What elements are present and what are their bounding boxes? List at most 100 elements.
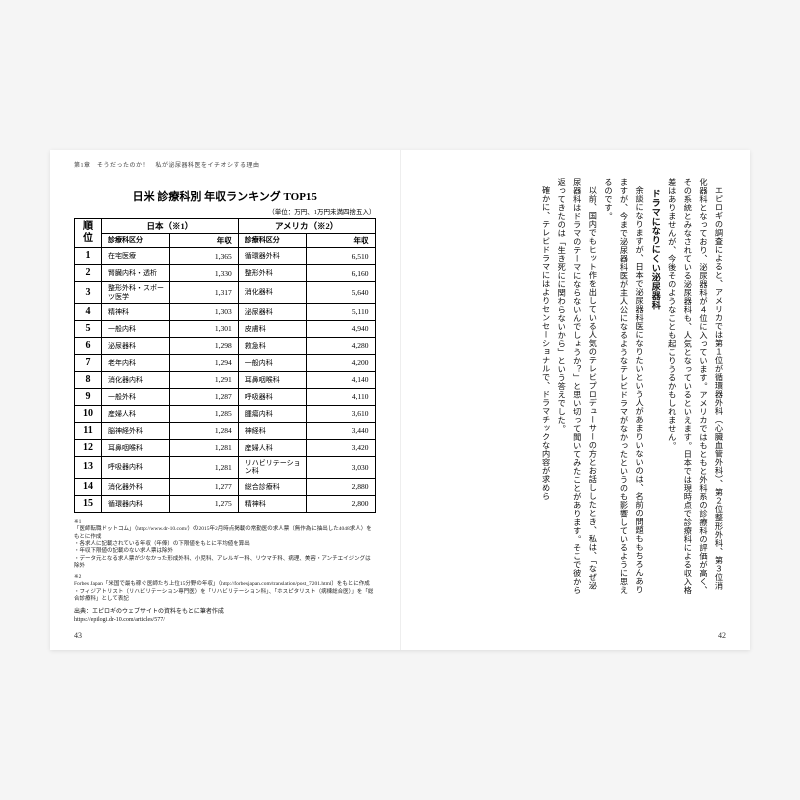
rank-cell: 10 [75, 405, 102, 422]
rank-cell: 8 [75, 371, 102, 388]
page-number-right: 42 [718, 631, 726, 640]
dept-jp-cell: 消化器外科 [102, 478, 170, 495]
rank-cell: 7 [75, 354, 102, 371]
sal-jp-cell: 1,303 [170, 303, 238, 320]
dept-us-cell: 神経科 [238, 422, 306, 439]
sal-jp-cell: 1,281 [170, 456, 238, 478]
dept-jp-cell: 老年内科 [102, 354, 170, 371]
sal-jp-cell: 1,275 [170, 495, 238, 512]
dept-jp-cell: 一般外科 [102, 388, 170, 405]
dept-us-cell: 総合診療科 [238, 478, 306, 495]
rank-cell: 13 [75, 456, 102, 478]
sal-us-cell: 6,510 [307, 248, 375, 265]
table-row: 5一般内科1,301皮膚科4,940 [75, 320, 376, 337]
dept-jp-cell: 泌尿器科 [102, 337, 170, 354]
ranking-table: 順位 日本（※1） アメリカ（※2） 診療科区分 年収 診療科区分 年収 1在宅… [74, 218, 376, 513]
sal-us-cell: 3,030 [307, 456, 375, 478]
sal-jp-cell: 1,365 [170, 248, 238, 265]
sal-us-cell: 4,940 [307, 320, 375, 337]
rank-cell: 1 [75, 248, 102, 265]
rank-cell: 12 [75, 439, 102, 456]
paragraph-3: 以前、国内でもヒット作を出している人気のテレビプロデューサーの方とお話ししたとき… [553, 178, 600, 598]
table-row: 4精神科1,303泌尿器科5,110 [75, 303, 376, 320]
table-row: 10産婦人科1,285腫瘍内科3,610 [75, 405, 376, 422]
dept-jp-cell: 精神科 [102, 303, 170, 320]
dept-jp-cell: 在宅医療 [102, 248, 170, 265]
sal-jp-cell: 1,287 [170, 388, 238, 405]
sal-jp-cell: 1,284 [170, 422, 238, 439]
table-row: 15循環器内科1,275精神科2,800 [75, 495, 376, 512]
dept-us-cell: 循環器外科 [238, 248, 306, 265]
dept-us-cell: 精神科 [238, 495, 306, 512]
dept-jp-cell: 耳鼻咽喉科 [102, 439, 170, 456]
col-group-us: アメリカ（※2） [238, 219, 375, 234]
sal-jp-cell: 1,301 [170, 320, 238, 337]
sal-us-cell: 4,140 [307, 371, 375, 388]
table-row: 7老年内科1,294一般内科4,200 [75, 354, 376, 371]
page-number-left: 43 [74, 631, 82, 640]
rank-cell: 2 [75, 265, 102, 282]
dept-us-cell: 腫瘍内科 [238, 405, 306, 422]
rank-cell: 11 [75, 422, 102, 439]
col-rank: 順位 [75, 219, 102, 248]
table-unit: （単位：万円、1万円未満四捨五入） [74, 206, 376, 216]
dept-jp-cell: 呼吸器内科 [102, 456, 170, 478]
dept-us-cell: 泌尿器科 [238, 303, 306, 320]
sal-us-cell: 2,880 [307, 478, 375, 495]
sal-us-cell: 4,200 [307, 354, 375, 371]
body-text-vertical: エピロギの調査によると、アメリカでは第１位が循環器外科（心臓血管外科）、第２位整… [425, 178, 727, 598]
table-source: 出典：エピロギのウェブサイトの資料をもとに筆者作成 https://epilog… [74, 609, 376, 625]
table-row: 2腎臓内科・透析1,330整形外科6,160 [75, 265, 376, 282]
table-row: 8消化器内科1,291耳鼻咽喉科4,140 [75, 371, 376, 388]
sal-jp-cell: 1,281 [170, 439, 238, 456]
rank-cell: 9 [75, 388, 102, 405]
table-row: 14消化器外科1,277総合診療科2,880 [75, 478, 376, 495]
footnote2-text: Forbes Japan「米国で最も稼ぐ医師たち上位15分野の年収」（http:… [74, 581, 373, 602]
table-row: 3整形外科・スポーツ医学1,317消化器科5,640 [75, 282, 376, 304]
dept-us-cell: 一般内科 [238, 354, 306, 371]
footnote2-label: ※2 [74, 574, 81, 580]
paragraph-2: 余談になりますが、日本で泌尿器科医になりたいという人があまりいないのは、名前の問… [600, 178, 647, 598]
sal-jp-cell: 1,291 [170, 371, 238, 388]
sal-us-cell: 5,110 [307, 303, 375, 320]
sal-us-cell: 3,610 [307, 405, 375, 422]
sal-us-cell: 5,640 [307, 282, 375, 304]
footnotes: ※1 「医師転職ドットコム」（http://www.dr-10.com/）の20… [74, 519, 376, 604]
dept-us-cell: リハビリテーション科 [238, 456, 306, 478]
dept-jp-cell: 消化器内科 [102, 371, 170, 388]
table-row: 11脳神経外科1,284神経科3,440 [75, 422, 376, 439]
sal-us-cell: 4,110 [307, 388, 375, 405]
sal-us-cell: 2,800 [307, 495, 375, 512]
table-row: 13呼吸器内科1,281リハビリテーション科3,030 [75, 456, 376, 478]
sal-us-cell: 3,420 [307, 439, 375, 456]
page-right: エピロギの調査によると、アメリカでは第１位が循環器外科（心臓血管外科）、第２位整… [401, 150, 751, 650]
dept-jp-cell: 産婦人科 [102, 405, 170, 422]
dept-us-cell: 皮膚科 [238, 320, 306, 337]
col-sal-us: 年収 [307, 234, 375, 248]
dept-jp-cell: 循環器内科 [102, 495, 170, 512]
dept-jp-cell: 腎臓内科・透析 [102, 265, 170, 282]
table-title: 日米 診療科別 年収ランキング TOP15 [74, 188, 376, 204]
dept-us-cell: 耳鼻咽喉科 [238, 371, 306, 388]
table-row: 12耳鼻咽喉科1,281産婦人科3,420 [75, 439, 376, 456]
paragraph-4: 確かに、テレビドラマにはよりセンセーショナルで、ドラマチックな内容が求めら [538, 178, 554, 598]
footnote1-label: ※1 [74, 519, 81, 525]
dept-us-cell: 整形外科 [238, 265, 306, 282]
dept-us-cell: 呼吸器科 [238, 388, 306, 405]
rank-cell: 6 [75, 337, 102, 354]
rank-cell: 4 [75, 303, 102, 320]
dept-jp-cell: 脳神経外科 [102, 422, 170, 439]
col-sal-jp: 年収 [170, 234, 238, 248]
dept-us-cell: 消化器科 [238, 282, 306, 304]
page-left: 第1章 そうだったのか！ 私が泌尿器科医をイチオシする理由 日米 診療科別 年収… [50, 150, 401, 650]
paragraph-1: エピロギの調査によると、アメリカでは第１位が循環器外科（心臓血管外科）、第２位整… [664, 178, 726, 598]
sal-jp-cell: 1,317 [170, 282, 238, 304]
sal-jp-cell: 1,330 [170, 265, 238, 282]
col-dept-jp: 診療科区分 [102, 234, 170, 248]
table-row: 9一般外科1,287呼吸器科4,110 [75, 388, 376, 405]
col-dept-us: 診療科区分 [238, 234, 306, 248]
table-row: 1在宅医療1,365循環器外科6,510 [75, 248, 376, 265]
section-heading: ドラマになりにくい泌尿器科 [647, 189, 664, 596]
sal-us-cell: 4,280 [307, 337, 375, 354]
sal-jp-cell: 1,294 [170, 354, 238, 371]
